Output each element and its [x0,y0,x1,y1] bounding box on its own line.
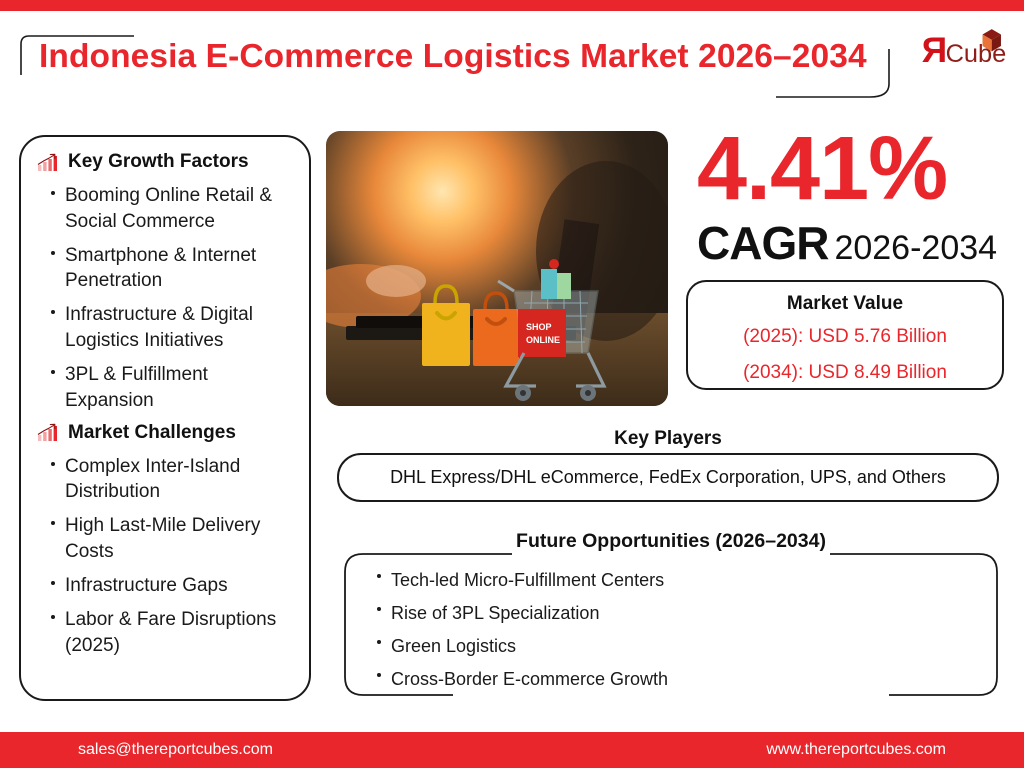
svg-text:SHOP: SHOP [526,322,552,332]
svg-text:ONLINE: ONLINE [526,335,560,345]
svg-text:R: R [922,31,948,70]
